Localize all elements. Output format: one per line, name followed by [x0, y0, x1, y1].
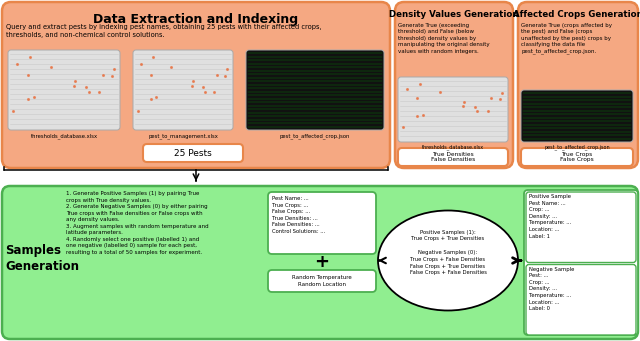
FancyBboxPatch shape — [395, 2, 513, 168]
Point — [497, 90, 507, 95]
Text: pest_to_affected_crop.json: pest_to_affected_crop.json — [544, 144, 610, 150]
Point — [209, 89, 220, 94]
Point — [418, 113, 428, 118]
Point — [109, 66, 119, 71]
Point — [107, 73, 117, 79]
Text: Negative Sample
Pest: ...
Crop: ...
Density: ...
Temperature: ...
Location: ...
: Negative Sample Pest: ... Crop: ... Dens… — [529, 267, 574, 311]
FancyBboxPatch shape — [398, 148, 508, 166]
Text: Query and extract pests by indexing pest names, obtaining 25 pests with their af: Query and extract pests by indexing pest… — [6, 24, 321, 38]
Text: pest_to_management.xlsx: pest_to_management.xlsx — [148, 133, 218, 139]
FancyBboxPatch shape — [2, 186, 638, 339]
Text: Pest Name: ...
True Crops: ...
False Crops: ...
True Densities: ...
False Densit: Pest Name: ... True Crops: ... False Cro… — [272, 196, 325, 234]
Text: True Densities
False Densities: True Densities False Densities — [431, 152, 475, 162]
Point — [25, 55, 35, 60]
Text: thresholds_database.xlsx: thresholds_database.xlsx — [31, 133, 97, 139]
FancyBboxPatch shape — [133, 50, 233, 130]
FancyBboxPatch shape — [246, 50, 384, 130]
Point — [470, 105, 480, 110]
Text: Affected Crops Generation: Affected Crops Generation — [513, 10, 640, 19]
Point — [197, 85, 207, 90]
Point — [402, 86, 412, 92]
FancyBboxPatch shape — [268, 270, 376, 292]
Point — [94, 89, 104, 94]
Text: 1. Generate Positive Samples (1) by pairing True
crops with True density values.: 1. Generate Positive Samples (1) by pair… — [66, 191, 209, 255]
Point — [166, 65, 177, 70]
FancyBboxPatch shape — [524, 190, 638, 335]
Point — [188, 78, 198, 84]
Point — [415, 81, 425, 86]
FancyBboxPatch shape — [521, 148, 633, 166]
Ellipse shape — [378, 210, 518, 311]
Point — [187, 83, 197, 88]
Text: True Crops
False Crops: True Crops False Crops — [560, 152, 594, 162]
Text: Random Temperature
Random Location: Random Temperature Random Location — [292, 275, 352, 287]
FancyBboxPatch shape — [526, 192, 636, 263]
Point — [133, 108, 143, 114]
Point — [28, 94, 38, 100]
Point — [8, 108, 19, 114]
Point — [83, 90, 93, 95]
Point — [472, 109, 483, 114]
FancyBboxPatch shape — [521, 90, 633, 142]
Text: 25 Pests: 25 Pests — [174, 148, 212, 158]
Point — [145, 96, 156, 101]
Text: Density Values Generation: Density Values Generation — [389, 10, 519, 19]
FancyBboxPatch shape — [268, 192, 376, 254]
Text: thresholds_database.xlsx: thresholds_database.xlsx — [422, 144, 484, 150]
Point — [98, 73, 108, 78]
Point — [45, 65, 56, 70]
Point — [70, 78, 80, 84]
Point — [412, 114, 422, 119]
FancyBboxPatch shape — [2, 2, 390, 168]
Point — [212, 73, 223, 78]
Point — [151, 94, 161, 100]
FancyBboxPatch shape — [143, 144, 243, 162]
Point — [458, 100, 468, 105]
Text: pest_to_affected_crop.json: pest_to_affected_crop.json — [280, 133, 350, 139]
Text: Data Extraction and Indexing: Data Extraction and Indexing — [93, 13, 299, 26]
Point — [200, 90, 210, 95]
Point — [148, 55, 158, 60]
FancyBboxPatch shape — [8, 50, 120, 130]
Point — [136, 61, 147, 67]
Text: Generate True (crops affected by
the pest) and False (crops
unaffected by the pe: Generate True (crops affected by the pes… — [521, 23, 612, 54]
FancyBboxPatch shape — [518, 2, 638, 168]
Point — [22, 73, 33, 78]
Point — [412, 95, 422, 101]
Point — [486, 95, 496, 101]
Point — [69, 83, 79, 88]
Text: +: + — [314, 253, 330, 271]
Point — [495, 96, 505, 101]
Point — [398, 124, 408, 129]
Point — [22, 96, 33, 101]
Point — [145, 73, 156, 78]
Point — [81, 85, 91, 90]
Point — [483, 108, 493, 114]
Text: Positive Samples (1):
True Crops + True Densities

Negative Samples (0):
True Cr: Positive Samples (1): True Crops + True … — [410, 229, 486, 276]
Point — [222, 66, 232, 71]
FancyBboxPatch shape — [398, 77, 508, 142]
Point — [12, 61, 22, 67]
Point — [435, 89, 445, 94]
Point — [220, 73, 230, 79]
Text: Positive Sample
Pest Name: ...
Crop: ...
Density: ...
Temperature: ...
Location:: Positive Sample Pest Name: ... Crop: ...… — [529, 194, 571, 239]
Point — [458, 103, 468, 109]
Text: Samples
Generation: Samples Generation — [5, 244, 79, 273]
Text: Generate True (exceeding
threshold) and False (below
threshold) density values b: Generate True (exceeding threshold) and … — [398, 23, 490, 54]
FancyBboxPatch shape — [526, 265, 636, 335]
